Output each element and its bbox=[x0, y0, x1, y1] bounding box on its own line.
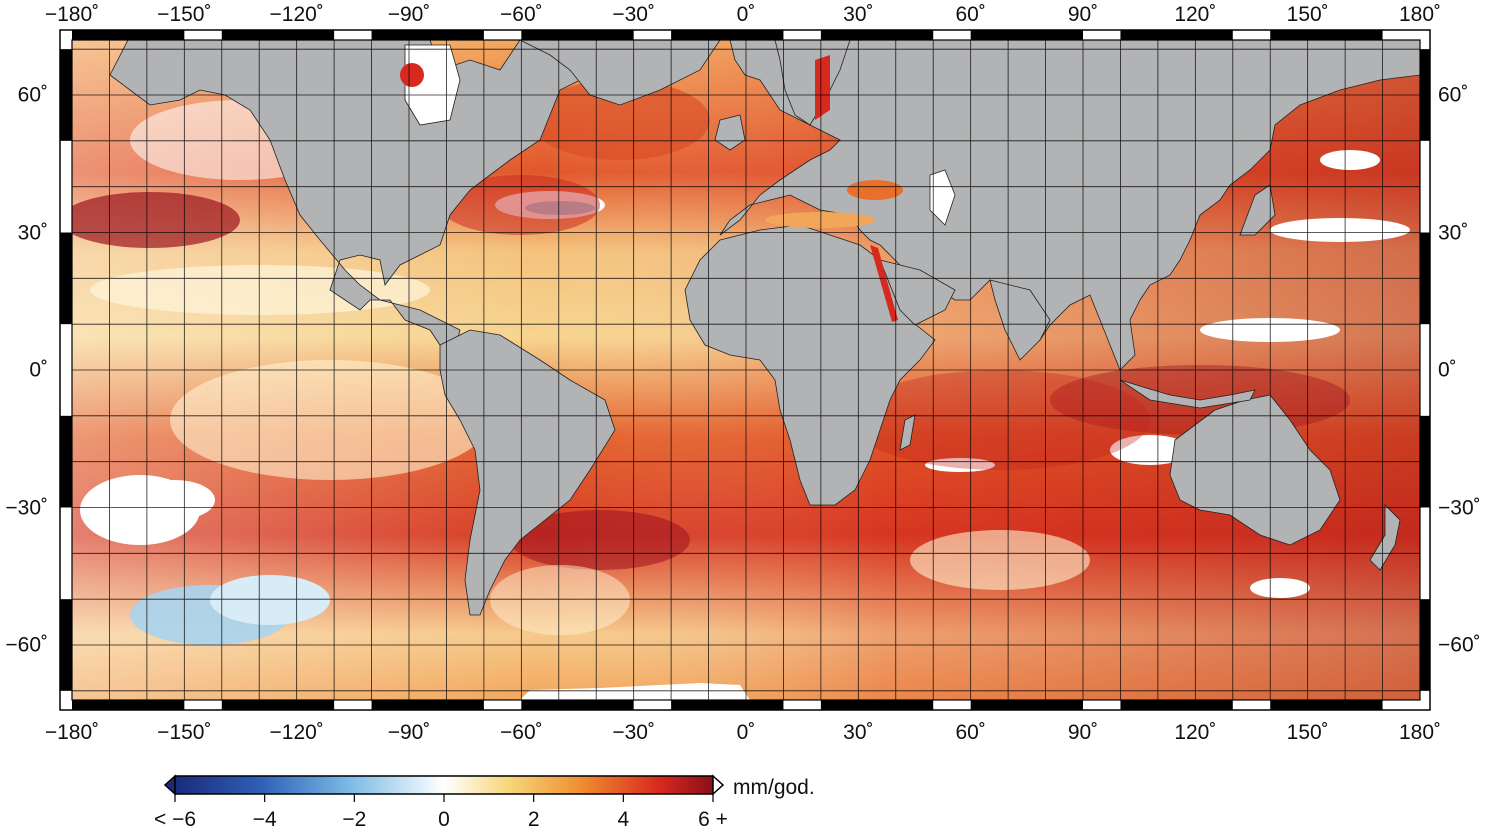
frame-bar bbox=[1420, 415, 1430, 508]
latitude-label-right: 30˚ bbox=[1438, 221, 1469, 244]
longitude-label-top: −150˚ bbox=[157, 3, 212, 26]
frame-bar bbox=[60, 232, 72, 325]
longitude-label-top: 30˚ bbox=[843, 3, 874, 26]
frame-bar bbox=[1420, 49, 1430, 141]
colorbar-tick-label: < −6 bbox=[153, 808, 197, 831]
map-frame-inner bbox=[71, 39, 1421, 701]
frame-bar bbox=[259, 30, 335, 40]
longitude-label-bottom: 60˚ bbox=[955, 721, 986, 744]
frame-bar bbox=[708, 30, 784, 40]
longitude-label-top: 120˚ bbox=[1174, 3, 1217, 26]
longitude-label-bottom: 180˚ bbox=[1398, 721, 1442, 744]
longitude-label-bottom: −150˚ bbox=[157, 721, 212, 744]
longitude-label-top: −120˚ bbox=[269, 3, 324, 26]
frame-bar bbox=[1008, 30, 1083, 40]
longitude-label-bottom: −60˚ bbox=[500, 721, 543, 744]
longitude-label-bottom: 120˚ bbox=[1174, 721, 1217, 744]
longitude-label-top: 150˚ bbox=[1286, 3, 1329, 26]
scandinavia-land bbox=[774, 40, 851, 126]
frame-bar bbox=[521, 700, 597, 710]
frame-bar bbox=[1157, 700, 1233, 710]
colorbar-tick-label: 0 bbox=[438, 808, 450, 831]
colorbar-tick-label: 4 bbox=[617, 808, 630, 831]
longitude-label-top: 0˚ bbox=[736, 3, 756, 26]
black-sea bbox=[847, 180, 903, 200]
frame-bar bbox=[558, 700, 634, 710]
longitude-label-bottom: 30˚ bbox=[843, 721, 874, 744]
longitude-label-top: −180˚ bbox=[44, 3, 100, 26]
frame-bar bbox=[60, 599, 72, 691]
frame-bar bbox=[708, 700, 784, 710]
latitude-label-right: 60˚ bbox=[1438, 83, 1469, 107]
frame-bar bbox=[1420, 599, 1430, 691]
latitude-label-right: −60˚ bbox=[1438, 633, 1481, 657]
frame-bar bbox=[1008, 700, 1083, 710]
frame-bar bbox=[1307, 30, 1383, 40]
north-america-land bbox=[109, 40, 601, 351]
latitude-label-right: −30˚ bbox=[1438, 496, 1481, 519]
eurasia-land bbox=[719, 40, 1420, 371]
colorbar-tick-label: 2 bbox=[527, 808, 540, 831]
longitude-label-top: −60˚ bbox=[500, 3, 543, 26]
indonesia-land bbox=[1119, 379, 1256, 409]
longitude-label-top: −30˚ bbox=[612, 3, 655, 26]
new-zealand-land bbox=[1369, 504, 1401, 571]
sea-level-trend-map bbox=[59, 29, 1431, 711]
map-frame-ticks bbox=[60, 30, 1430, 710]
frame-bar bbox=[1307, 700, 1383, 710]
frame-bar bbox=[60, 49, 72, 141]
latitude-label-left: 0˚ bbox=[29, 358, 48, 382]
frame-bar bbox=[1157, 30, 1233, 40]
frame-bar bbox=[109, 700, 185, 710]
longitude-label-bottom: 150˚ bbox=[1286, 721, 1329, 744]
latitude-label-left: 60˚ bbox=[17, 83, 48, 107]
longitude-label-bottom: −120˚ bbox=[269, 721, 324, 744]
longitude-label-bottom: −30˚ bbox=[612, 721, 655, 744]
colorbar-gradient bbox=[174, 775, 714, 795]
india-land bbox=[989, 279, 1051, 361]
colorbar-left-arrow bbox=[163, 774, 176, 796]
colorbar-tick-label: 6 + bbox=[698, 808, 728, 831]
frame-bar bbox=[558, 30, 634, 40]
colorbar-right-arrow bbox=[712, 774, 725, 796]
longitude-label-top: −90˚ bbox=[387, 3, 431, 26]
colorbar bbox=[163, 774, 725, 802]
colorbar-tick-label: −4 bbox=[252, 808, 277, 831]
longitude-label-top: 90˚ bbox=[1067, 3, 1099, 26]
madagascar-land bbox=[899, 414, 916, 451]
land-masses bbox=[109, 40, 1420, 700]
latitude-label-left: −30˚ bbox=[5, 496, 48, 519]
frame-bar bbox=[409, 30, 484, 40]
antarctica-land bbox=[520, 683, 750, 700]
longitude-label-top: 60˚ bbox=[955, 3, 986, 26]
longitude-label-bottom: 0˚ bbox=[736, 721, 756, 744]
red-sea bbox=[870, 245, 898, 322]
colorbar-unit: mm/god. bbox=[733, 776, 815, 799]
africa-land bbox=[684, 224, 936, 506]
longitude-label-bottom: 90˚ bbox=[1067, 721, 1099, 744]
frame-bar bbox=[259, 700, 335, 710]
longitude-label-bottom: −90˚ bbox=[387, 721, 431, 744]
baltic-sea bbox=[815, 55, 830, 120]
colorbar-tick-label: −2 bbox=[342, 808, 367, 831]
hudson-bay-warm-spot bbox=[400, 63, 424, 87]
british-isles-land bbox=[714, 114, 746, 151]
graticule-lines bbox=[72, 40, 1420, 700]
longitude-label-top: 180˚ bbox=[1398, 3, 1442, 26]
frame-bar bbox=[858, 700, 934, 710]
caspian-sea bbox=[929, 169, 956, 226]
latitude-label-left: −60˚ bbox=[5, 633, 48, 657]
longitude-label-bottom: −180˚ bbox=[44, 721, 100, 744]
latitude-label-left: 30˚ bbox=[17, 221, 48, 244]
frame-bar bbox=[521, 30, 597, 40]
greenland-land bbox=[519, 40, 721, 106]
frame-bar bbox=[1420, 232, 1430, 325]
latitude-label-right: 0˚ bbox=[1438, 358, 1457, 382]
arabia-land bbox=[879, 259, 956, 326]
frame-bar bbox=[858, 30, 934, 40]
frame-bar bbox=[60, 415, 72, 508]
frame-bar bbox=[409, 700, 484, 710]
mediterranean-sea bbox=[765, 212, 875, 228]
frame-bar bbox=[109, 30, 185, 40]
